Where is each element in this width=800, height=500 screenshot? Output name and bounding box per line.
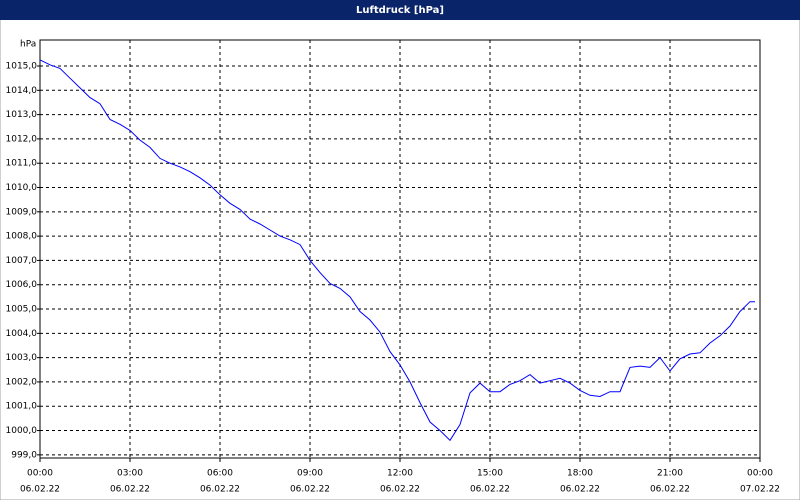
y-unit: hPa: [20, 40, 36, 50]
x-tick-label: 03:00: [117, 469, 143, 479]
y-tick-label: 1014,0: [6, 86, 38, 96]
x-tick-label: 06:00: [207, 469, 233, 479]
y-tick-label: 1015,0: [6, 62, 38, 72]
x-tick-label: 12:00: [387, 469, 413, 479]
y-tick-label: 1013,0: [6, 110, 38, 120]
x-tick-date: 06.02.22: [380, 485, 420, 495]
x-tick-date: 06.02.22: [290, 485, 330, 495]
x-tick-label: 15:00: [477, 469, 503, 479]
y-tick-label: 1010,0: [6, 183, 38, 193]
y-tick-label: 1003,0: [6, 353, 38, 363]
x-tick-date: 06.02.22: [470, 485, 510, 495]
y-tick-label: 1008,0: [6, 232, 38, 242]
y-tick-label: 1004,0: [6, 329, 38, 339]
x-tick-label: 00:00: [747, 469, 773, 479]
chart-title: Luftdruck [hPa]: [356, 5, 444, 16]
y-tick-label: 1000,0: [6, 426, 38, 436]
y-tick-label: 1001,0: [6, 402, 38, 412]
y-tick-label: 1002,0: [6, 377, 38, 387]
data-line: [39, 59, 755, 442]
y-tick-label: 1009,0: [6, 207, 38, 217]
y-tick-label: 1011,0: [6, 159, 38, 169]
x-tick-date: 06.02.22: [20, 485, 60, 495]
x-tick-label: 09:00: [297, 469, 323, 479]
x-tick-date: 06.02.22: [560, 485, 600, 495]
y-tick-label: 1012,0: [6, 134, 38, 144]
x-tick-date: 06.02.22: [200, 485, 240, 495]
y-tick-label: 1007,0: [6, 256, 38, 266]
y-tick-label: 1006,0: [6, 280, 38, 290]
x-tick-label: 21:00: [657, 469, 683, 479]
x-tick-date: 07.02.22: [740, 485, 780, 495]
x-tick-date: 06.02.22: [110, 485, 150, 495]
x-tick-label: 18:00: [567, 469, 593, 479]
title-bar: [0, 0, 800, 20]
x-tick-label: 00:00: [27, 469, 53, 479]
y-tick-label: 999,0: [11, 450, 37, 460]
x-tick-date: 06.02.22: [650, 485, 690, 495]
y-tick-label: 1005,0: [6, 305, 38, 315]
